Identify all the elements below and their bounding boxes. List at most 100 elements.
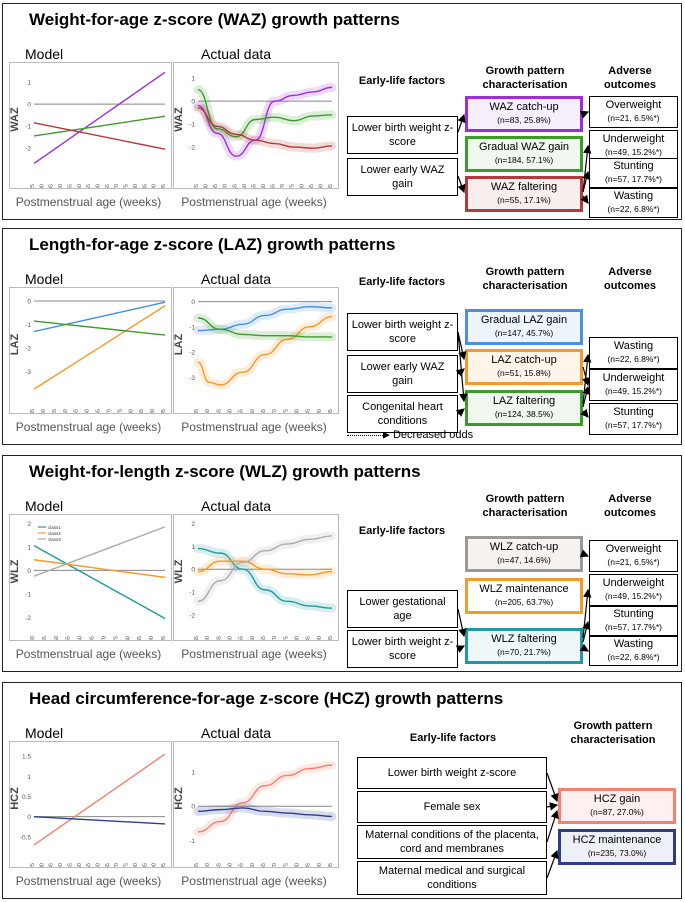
x-tick-label: 40: [205, 409, 211, 413]
laz-pattern-gradual-n: (n=147, 45.7%): [494, 328, 554, 338]
x-tick-label: 45: [216, 863, 222, 867]
x-tick-label: 90: [317, 409, 323, 413]
wlz-outcome-underweight-n: (n=49, 15.2%*): [605, 591, 662, 601]
y-tick-label: -0.5: [20, 834, 32, 841]
y-tick-label: -1: [25, 322, 31, 329]
waz-factor-1: Lower birth weight z-score: [347, 116, 458, 154]
x-tick-label: 65: [271, 184, 277, 188]
wlz-pattern-faltering: WLZ faltering (n=70, 21.7%): [465, 628, 583, 664]
laz-pattern-faltering-n: (n=124, 38.5%): [494, 409, 554, 419]
legend-label: class3: [48, 537, 61, 542]
laz-pattern-catchup-n: (n=51, 15.8%): [497, 368, 551, 378]
hcz-growth-header: Growth pattern characterisation: [570, 720, 656, 746]
x-tick-label: 80: [133, 863, 139, 867]
x-tick-label: 25: [194, 184, 200, 188]
x-tick-label: 50: [228, 636, 234, 640]
x-tick-label: 65: [261, 636, 267, 640]
wlz-outcome-stunting-n: (n=57, 17.7%*): [605, 622, 662, 632]
x-tick-label: 80: [128, 409, 134, 413]
wlz-outcome-wasting: Wasting (n=22, 6.8%*): [589, 636, 678, 666]
x-tick-label: 35: [194, 636, 200, 640]
x-tick-label: 50: [54, 636, 60, 640]
hcz-factor-4: Maternal medical and surgical conditions: [357, 861, 547, 895]
laz-pattern-faltering: LAZ faltering (n=124, 38.5%): [465, 390, 583, 426]
waz-factor-2: Lower early WAZ gain: [347, 158, 458, 196]
wlz-model-chart: WLZ -2 -1 0 1 2 40 45 50 55 60 65 70 75 80 85 90 95 class1…: [9, 514, 172, 641]
y-tick-label: 2: [191, 521, 195, 528]
wlz-title: Weight-for-length z-score (WLZ) growth p…: [29, 462, 421, 481]
waz-outcome-wasting-name: Wasting: [613, 190, 654, 202]
x-tick-label: 50: [77, 184, 83, 188]
x-tick-label: 65: [261, 863, 267, 867]
hcz-factor-2: Female sex: [357, 791, 547, 823]
laz-legend-decreased-text: Decreased odds: [392, 429, 474, 441]
arrowhead-icon: ▶: [383, 429, 390, 440]
x-tick-label: 35: [30, 409, 36, 413]
waz-pattern-gradual-name: Gradual WAZ gain: [478, 141, 570, 153]
x-tick-label: 45: [52, 409, 58, 413]
x-tick-label: 85: [306, 409, 312, 413]
waz-early-header: Early-life factors: [358, 75, 446, 87]
laz-outcome-stunting: Stunting (n=57, 17.7%*): [589, 403, 678, 435]
laz-pattern-catchup-name: LAZ catch-up: [491, 354, 557, 366]
hcz-pattern-gain-n: (n=87, 27.0%): [590, 807, 644, 817]
hcz-title: Head circumference-for-age z-score (HCZ)…: [29, 689, 504, 708]
x-tick-label: 70: [114, 184, 120, 188]
x-tick-label: 75: [290, 184, 296, 188]
laz-outcome-underweight: Underweight (n=49, 15.2%*): [589, 369, 678, 401]
x-tick-label: 65: [105, 184, 111, 188]
y-tick-label: -1: [189, 590, 195, 597]
x-tick-label: 50: [63, 409, 69, 413]
x-tick-label: 25: [30, 184, 36, 188]
y-axis-label: WLZ: [174, 559, 185, 583]
x-tick-label: 55: [251, 184, 257, 188]
laz-outcome-wasting-n: (n=22, 6.8%*): [607, 354, 660, 364]
x-tick-label: 70: [272, 863, 278, 867]
hcz-actual-chart: HCZ -1 0 1 35 40 45 50 55 60 65 70 75 80 85 90 95: [173, 741, 339, 868]
y-tick-label: -2: [25, 146, 31, 153]
x-tick-label: 75: [117, 409, 123, 413]
x-tick-label: 55: [74, 409, 80, 413]
waz-outcome-overweight-name: Overweight: [605, 99, 662, 111]
laz-pattern-faltering-name: LAZ faltering: [492, 395, 556, 407]
x-tick-label: 55: [66, 636, 72, 640]
x-tick-label: 65: [96, 409, 102, 413]
x-tick-label: 90: [150, 409, 156, 413]
y-axis-label: WAZ: [174, 107, 185, 132]
x-tick-label: 30: [204, 184, 210, 188]
wlz-factor-2: Lower birth weight z-score: [347, 630, 458, 668]
x-tick-label: 60: [85, 409, 91, 413]
hcz-factor-1: Lower birth weight z-score: [357, 757, 547, 789]
wlz-pattern-maintenance-n: (n=205, 63.7%): [494, 597, 554, 607]
laz-outcome-wasting-name: Wasting: [613, 340, 654, 352]
x-tick-label: 90: [152, 184, 158, 188]
wlz-model-label: Model: [25, 498, 64, 514]
waz-pattern-faltering-name: WAZ faltering: [490, 181, 558, 193]
waz-outcome-overweight-n: (n=21, 6.5%*): [607, 113, 660, 123]
x-tick-label: 80: [299, 184, 305, 188]
series-line: [197, 317, 332, 338]
laz-pattern-gradual: Gradual LAZ gain (n=147, 45.7%): [465, 309, 583, 345]
x-tick-label: 60: [261, 184, 267, 188]
series-ci-band: [193, 556, 337, 580]
hcz-pattern-maintenance-n: (n=235, 73.0%): [587, 848, 647, 858]
laz-actual-label: Actual data: [201, 271, 272, 287]
x-tick-label: 55: [239, 863, 245, 867]
x-tick-label: 55: [86, 863, 92, 867]
x-tick-label: 30: [39, 184, 45, 188]
x-tick-label: 40: [58, 863, 64, 867]
wlz-factor-1: Lower gestational age: [347, 590, 458, 628]
series-line: [33, 305, 166, 390]
wlz-early-header: Early-life factors: [358, 525, 446, 537]
x-tick-label: 95: [161, 184, 167, 188]
series-line: [197, 807, 333, 818]
x-tick-label: 90: [149, 636, 155, 640]
waz-outcome-overweight: Overweight (n=21, 6.5%*): [589, 96, 678, 128]
x-tick-label: 55: [239, 636, 245, 640]
wlz-outcome-underweight-name: Underweight: [602, 577, 665, 589]
wlz-pattern-faltering-name: WLZ faltering: [491, 633, 557, 645]
y-tick-label: -2: [189, 145, 195, 152]
y-tick-label: 0: [27, 299, 31, 306]
waz-pattern-gradual: Gradual WAZ gain (n=184, 57.1%): [465, 136, 583, 172]
x-tick-label: 85: [142, 184, 148, 188]
